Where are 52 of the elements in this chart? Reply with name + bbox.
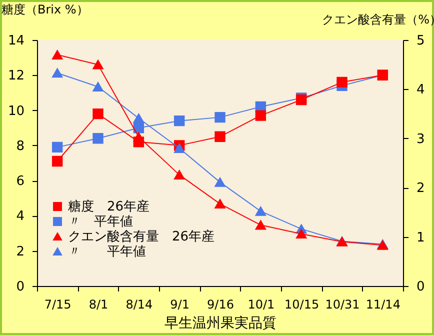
point [133, 132, 144, 142]
point [214, 199, 226, 209]
x-tick-label: 9/16 [207, 298, 234, 312]
x-tick-label: 9/1 [170, 298, 190, 312]
point [174, 144, 185, 153]
y2-tick-label: 1 [416, 230, 425, 246]
point [92, 60, 104, 70]
y2-tick-label: 4 [416, 82, 425, 98]
x-tick-label: 11/14 [366, 298, 400, 312]
point [52, 156, 63, 167]
legend-label: 糖度 26年産 [68, 198, 150, 214]
x-tick-label: 10/1 [248, 298, 275, 312]
y2-axis-title: クエン酸含有量（%） [322, 12, 434, 26]
x-tick-label: 7/15 [44, 298, 72, 312]
point [214, 112, 226, 123]
y-tick-label: 8 [16, 138, 24, 154]
point [52, 50, 63, 60]
point [52, 142, 63, 153]
legend-label: 〃 平年値 [68, 214, 133, 230]
y-tick-label: 10 [8, 104, 24, 119]
x-tick-label: 8/14 [126, 298, 153, 312]
point [92, 133, 104, 144]
point [336, 76, 348, 88]
x-axis-title: 早生温州果実品質 [164, 316, 276, 332]
point [255, 110, 266, 121]
x-tick-label: 10/15 [284, 298, 320, 312]
x-tick-label: 8/1 [88, 298, 108, 312]
y-tick-label: 6 [16, 174, 24, 190]
y-tick-label: 4 [16, 209, 24, 224]
point [214, 131, 226, 142]
y2-tick-label: 5 [416, 34, 425, 48]
point [92, 108, 104, 120]
y2-tick-label: 3 [416, 132, 425, 147]
point [255, 206, 266, 216]
point [92, 82, 104, 92]
legend-label: クエン酸含有量 26年産 [68, 228, 215, 244]
y-axis-title: 糖度（Brix %） [2, 2, 88, 16]
y-tick-label: 0 [16, 280, 24, 294]
y2-tick-label: 2 [416, 181, 425, 196]
y-tick-label: 2 [16, 244, 24, 260]
x-tick-label: 10/31 [325, 298, 360, 312]
y-tick-label: 14 [8, 34, 24, 48]
point [133, 114, 144, 123]
y2-tick-label: 0 [416, 280, 425, 294]
point [214, 177, 226, 187]
point [52, 68, 63, 78]
point [255, 220, 266, 230]
point [174, 170, 185, 180]
point [296, 229, 307, 239]
point [174, 115, 185, 126]
y-tick-label: 12 [8, 68, 24, 84]
legend-label: 〃 平年値 [68, 244, 146, 260]
